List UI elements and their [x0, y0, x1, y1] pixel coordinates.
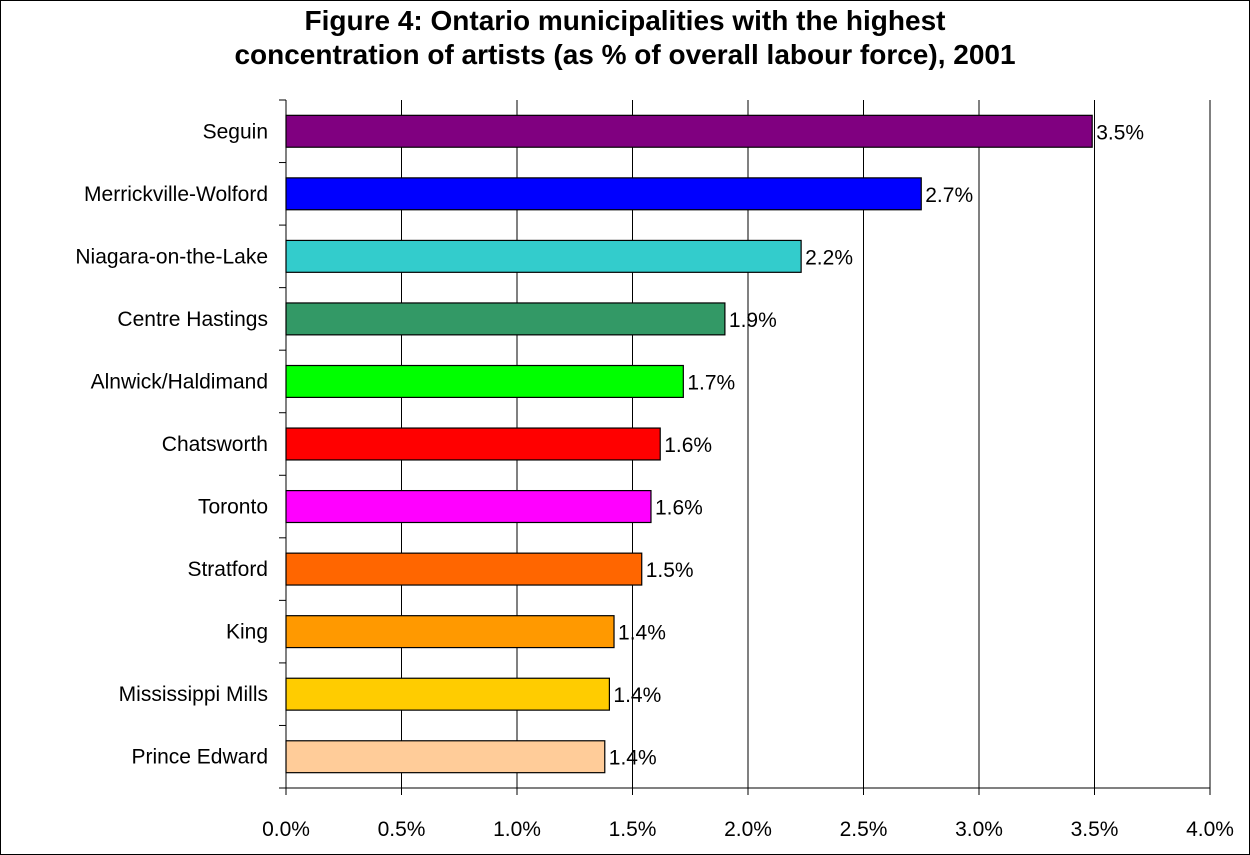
x-tick-label-1: 0.5% — [378, 818, 426, 841]
category-label-5: Chatsworth — [162, 433, 268, 456]
data-label-6: 1.6% — [655, 497, 703, 520]
x-tick-label-7: 3.5% — [1071, 818, 1119, 841]
chart-title-line-1: Figure 4: Ontario municipalities with th… — [304, 5, 946, 36]
category-label-3: Centre Hastings — [117, 308, 268, 331]
x-tick-label-8: 4.0% — [1186, 818, 1234, 841]
x-tick-label-5: 2.5% — [840, 818, 888, 841]
category-label-6: Toronto — [198, 496, 268, 519]
x-tick-label-2: 1.0% — [493, 818, 541, 841]
bar-9 — [285, 677, 610, 711]
category-label-0: Seguin — [203, 120, 268, 143]
x-tick-label-0: 0.0% — [262, 818, 310, 841]
x-tick-label-4: 2.0% — [724, 818, 772, 841]
data-label-4: 1.7% — [687, 371, 735, 394]
data-label-2: 2.2% — [805, 246, 853, 269]
category-label-1: Merrickville-Wolford — [84, 183, 268, 206]
bar-4 — [285, 364, 684, 399]
data-label-10: 1.4% — [609, 747, 657, 770]
bar-8 — [285, 615, 615, 649]
bar-7 — [285, 552, 643, 586]
category-label-4: Alnwick/Haldimand — [91, 370, 268, 393]
data-label-0: 3.5% — [1096, 121, 1144, 144]
data-label-1: 2.7% — [925, 184, 973, 207]
bar-2 — [285, 239, 802, 273]
bar-1 — [285, 177, 922, 211]
chart-title: Figure 4: Ontario municipalities with th… — [0, 4, 1250, 72]
bars — [285, 114, 1093, 774]
category-label-7: Stratford — [187, 558, 268, 581]
data-label-8: 1.4% — [618, 622, 666, 645]
x-tick-label-6: 3.0% — [955, 818, 1003, 841]
data-label-7: 1.5% — [646, 559, 694, 582]
category-label-10: Prince Edward — [131, 746, 268, 769]
labels: 0.0% 0.5% 1.0% 1.5% 2.0% 2.5% 3.0% 3.5% 4.0% Segu… — [75, 120, 1234, 841]
category-label-8: King — [226, 621, 268, 644]
data-label-9: 1.4% — [613, 684, 661, 707]
category-label-9: Mississippi Mills — [119, 683, 268, 706]
chart-title-line-2: concentration of artists (as % of overal… — [234, 39, 1016, 70]
data-label-3: 1.9% — [729, 309, 777, 332]
bar-3 — [285, 302, 726, 336]
bar-5 — [285, 427, 661, 461]
bar-0 — [285, 114, 1093, 148]
bar-10 — [285, 740, 606, 774]
bar-6 — [285, 489, 652, 524]
data-label-5: 1.6% — [664, 434, 712, 457]
category-label-2: Niagara-on-the-Lake — [75, 245, 268, 268]
x-tick-label-3: 1.5% — [609, 818, 657, 841]
